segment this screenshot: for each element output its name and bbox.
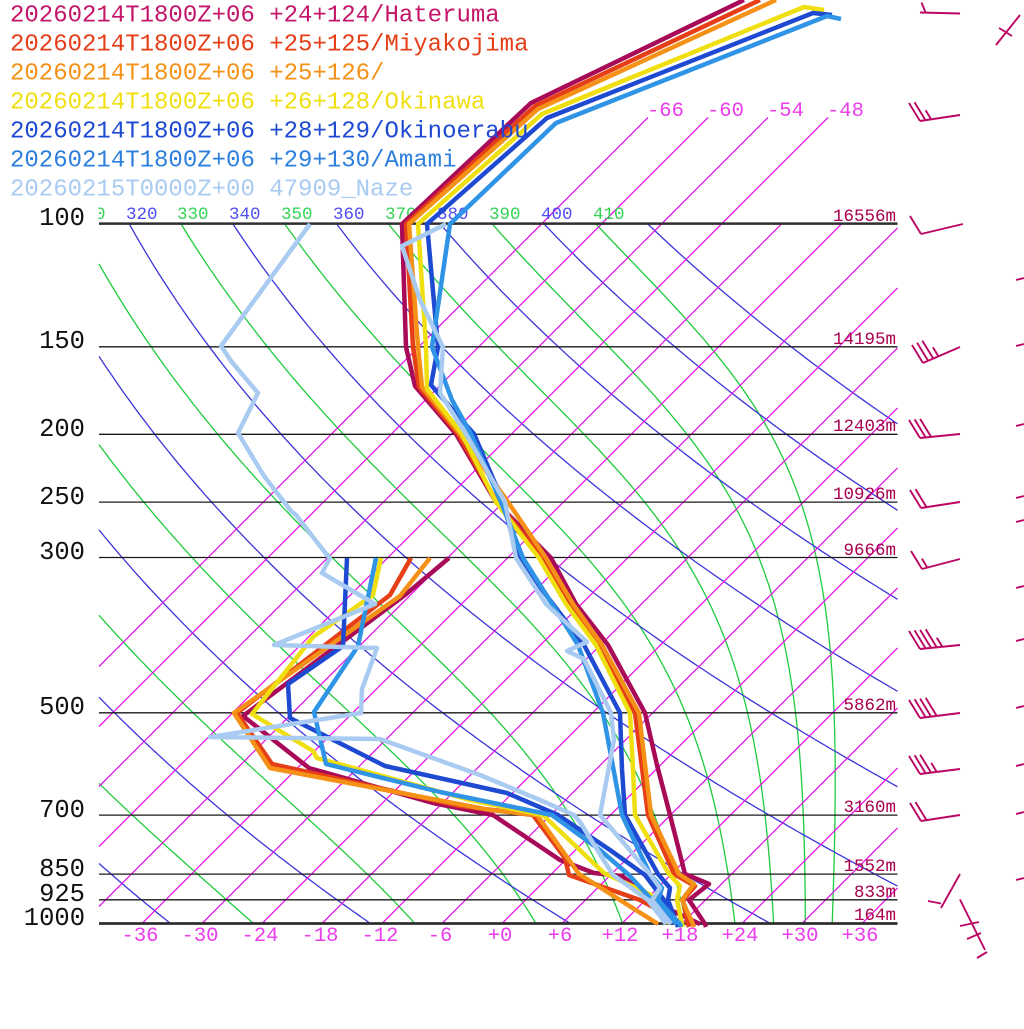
svg-text:250: 250 (39, 483, 85, 512)
svg-text:-6: -6 (428, 925, 453, 948)
svg-text:+18: +18 (662, 925, 699, 948)
svg-text:340: 340 (229, 205, 261, 225)
svg-text:330: 330 (177, 205, 209, 225)
svg-text:12403m: 12403m (833, 417, 896, 437)
svg-text:20260214T1800Z+06 +25+125/Miya: 20260214T1800Z+06 +25+125/Miyakojima (10, 32, 528, 59)
svg-text:3160m: 3160m (843, 798, 896, 818)
svg-text:-48: -48 (827, 100, 864, 123)
svg-text:100: 100 (39, 204, 85, 233)
svg-text:+36: +36 (842, 925, 879, 948)
svg-text:-12: -12 (362, 925, 399, 948)
svg-text:16556m: 16556m (833, 207, 896, 227)
svg-text:20260214T1800Z+06 +24+124/Hate: 20260214T1800Z+06 +24+124/Hateruma (10, 3, 500, 30)
svg-text:1000: 1000 (24, 904, 85, 933)
svg-text:400: 400 (541, 205, 573, 225)
svg-text:350: 350 (281, 205, 313, 225)
svg-text:-18: -18 (302, 925, 339, 948)
svg-text:-60: -60 (707, 100, 744, 123)
svg-text:700: 700 (39, 796, 85, 825)
svg-text:850: 850 (39, 855, 85, 884)
svg-text:360: 360 (333, 205, 365, 225)
svg-text:150: 150 (39, 327, 85, 356)
svg-text:-54: -54 (767, 100, 804, 123)
svg-text:200: 200 (39, 415, 85, 444)
svg-text:20260214T1800Z+06 +25+126/: 20260214T1800Z+06 +25+126/ (10, 61, 384, 88)
svg-text:-30: -30 (182, 925, 219, 948)
svg-text:+30: +30 (782, 925, 819, 948)
svg-text:10926m: 10926m (833, 485, 896, 505)
svg-text:-36: -36 (122, 925, 159, 948)
svg-text:5862m: 5862m (843, 696, 896, 716)
svg-text:+12: +12 (602, 925, 639, 948)
svg-text:925: 925 (39, 880, 85, 909)
svg-text:14195m: 14195m (833, 330, 896, 350)
svg-text:310: 310 (74, 205, 106, 225)
svg-text:20260215T0000Z+00 47909_Naze: 20260215T0000Z+00 47909_Naze (10, 177, 413, 204)
svg-text:500: 500 (39, 693, 85, 722)
svg-text:+0: +0 (488, 925, 513, 948)
svg-text:320: 320 (126, 205, 158, 225)
svg-text:164m: 164m (854, 906, 896, 926)
svg-text:410: 410 (593, 205, 625, 225)
svg-text:-66: -66 (647, 100, 684, 123)
svg-text:9666m: 9666m (843, 541, 896, 561)
svg-text:+6: +6 (548, 925, 573, 948)
svg-text:1552m: 1552m (843, 857, 896, 877)
svg-text:-24: -24 (242, 925, 279, 948)
svg-text:20260214T1800Z+06 +28+129/Okin: 20260214T1800Z+06 +28+129/Okinoerabu (10, 119, 528, 146)
svg-text:300: 300 (39, 538, 85, 567)
svg-text:+24: +24 (722, 925, 759, 948)
svg-text:20260214T1800Z+06 +26+128/Okin: 20260214T1800Z+06 +26+128/Okinawa (10, 90, 485, 117)
svg-text:390: 390 (489, 205, 521, 225)
svg-text:833m: 833m (854, 883, 896, 903)
svg-text:20260214T1800Z+06 +29+130/Amam: 20260214T1800Z+06 +29+130/Amami (10, 148, 456, 175)
